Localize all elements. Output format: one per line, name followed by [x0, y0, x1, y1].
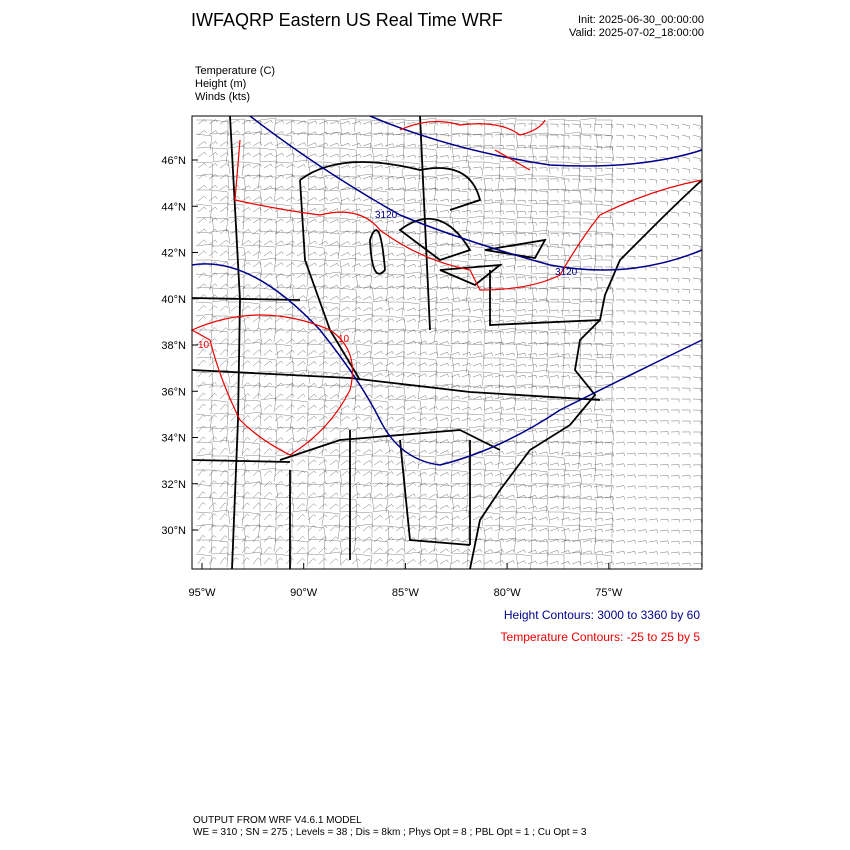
lon-label: 75°W [595, 587, 623, 599]
title: IWFAQRP Eastern US Real Time WRF [191, 10, 503, 30]
valid-time: Valid: 2025-07-02_18:00:00 [569, 27, 704, 39]
axes: 46°N 44°N 42°N 40°N 38°N 36°N 34°N 32°N 30°N 95°W… [161, 155, 622, 599]
lat-label: 46°N [161, 155, 186, 167]
wind-barbs [197, 119, 702, 567]
footer-line: OUTPUT FROM WRF V4.6.1 MODEL [193, 815, 362, 826]
temperature-contour-label: 10 [198, 340, 210, 351]
map-frame [192, 116, 702, 569]
temperature-contours [190, 119, 703, 456]
field-label: Temperature (C) [195, 65, 276, 77]
lon-label: 80°W [494, 587, 522, 599]
lon-label: 85°W [392, 587, 420, 599]
lat-label: 36°N [161, 386, 186, 398]
temperature-legend: Temperature Contours: -25 to 25 by 5 [500, 630, 700, 644]
footer-line: WE = 310 ; SN = 275 ; Levels = 38 ; Dis … [193, 827, 587, 838]
temperature-contour-label: 10 [338, 334, 350, 345]
height-contour-label: 3120 [375, 210, 398, 221]
lon-label: 95°W [188, 587, 216, 599]
init-time: Init: 2025-06-30_00:00:00 [578, 14, 704, 26]
lat-label: 44°N [161, 201, 186, 213]
wind-barb-field [197, 119, 702, 567]
height-legend: Height Contours: 3000 to 3360 by 60 [503, 608, 700, 622]
lon-label: 90°W [290, 587, 318, 599]
field-label: Height (m) [195, 78, 247, 90]
lat-label: 30°N [161, 525, 186, 537]
lat-label: 40°N [161, 294, 186, 306]
lat-label: 42°N [161, 248, 186, 260]
height-contour-label: 3120 [555, 267, 578, 278]
map: 3120 3120 10 10 46°N 44°N 42°N 40°N 38°N 36°N… [161, 115, 703, 599]
height-contours [191, 115, 703, 466]
county-grid [195, 117, 615, 571]
map-border [191, 115, 703, 570]
county-lines [195, 117, 615, 571]
lat-label: 34°N [161, 433, 186, 445]
lat-label: 32°N [161, 479, 186, 491]
lat-label: 38°N [161, 340, 186, 352]
state-boundaries [191, 115, 703, 570]
field-label: Winds (kts) [195, 91, 250, 103]
